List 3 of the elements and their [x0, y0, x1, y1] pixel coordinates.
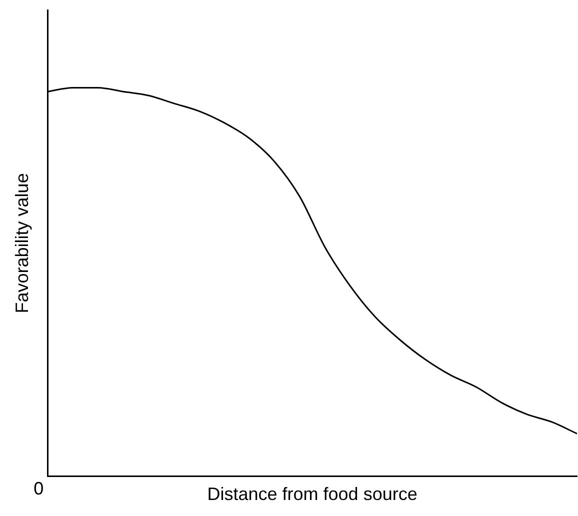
x-axis-title: Distance from food source — [207, 484, 418, 504]
y-axis-title: Favorability value — [12, 173, 32, 314]
text: 0 — [34, 478, 44, 498]
